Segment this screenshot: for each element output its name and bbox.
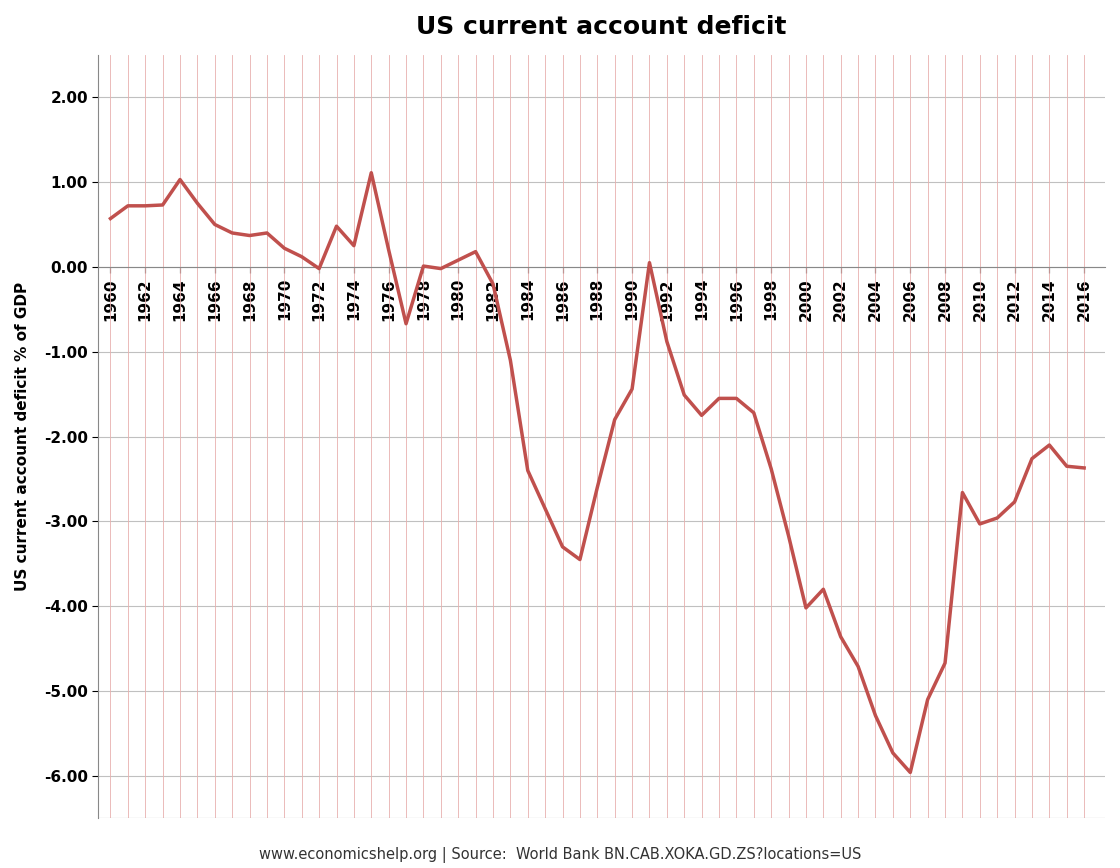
Text: www.economicshelp.org | Source:  World Bank BN.CAB.XOKA.GD.ZS?locations=US: www.economicshelp.org | Source: World Ba… bbox=[259, 847, 861, 864]
Title: US current account deficit: US current account deficit bbox=[417, 15, 787, 39]
Y-axis label: US current account deficit % of GDP: US current account deficit % of GDP bbox=[15, 282, 30, 591]
